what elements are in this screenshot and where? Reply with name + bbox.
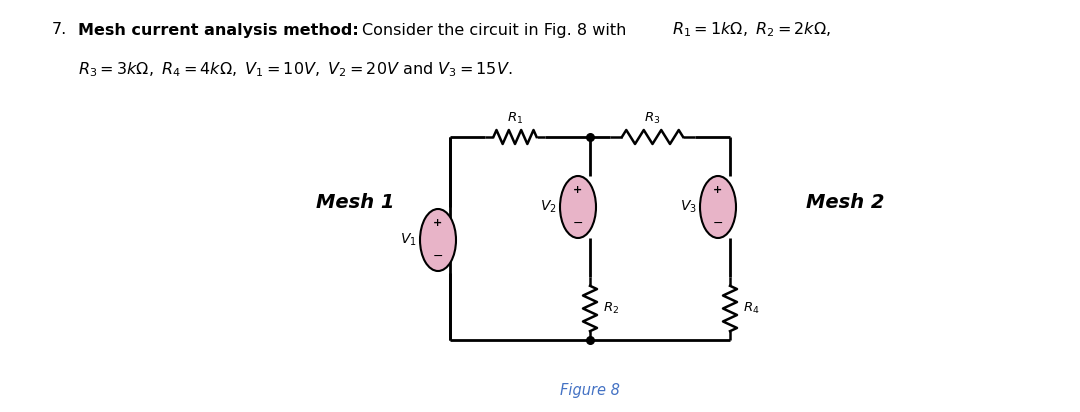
Text: $V_2$: $V_2$	[540, 199, 556, 215]
Ellipse shape	[700, 176, 735, 238]
Text: Figure 8: Figure 8	[561, 382, 620, 398]
Text: Consider the circuit in Fig. 8 with: Consider the circuit in Fig. 8 with	[362, 23, 626, 37]
Text: Mesh 1: Mesh 1	[315, 192, 394, 211]
Text: −: −	[572, 217, 583, 230]
Text: $R_3 = 3k\Omega,\ R_4 = 4k\Omega,\ V_1 = 10V,\ V_2 = 20V\ \mathrm{and}\ V_3 = 15: $R_3 = 3k\Omega,\ R_4 = 4k\Omega,\ V_1 =…	[78, 61, 513, 80]
Ellipse shape	[561, 176, 596, 238]
Point	[581, 134, 598, 140]
Text: +: +	[573, 185, 582, 195]
Text: $R_2$: $R_2$	[603, 301, 619, 316]
Text: −: −	[433, 250, 443, 263]
Text: $R_4$: $R_4$	[743, 301, 759, 316]
Text: Mesh current analysis method:: Mesh current analysis method:	[78, 23, 359, 37]
Text: +: +	[433, 218, 443, 228]
Text: +: +	[714, 185, 723, 195]
Text: Mesh 2: Mesh 2	[806, 192, 885, 211]
Text: 7.: 7.	[52, 23, 67, 37]
Ellipse shape	[420, 209, 456, 271]
Text: $R_1 = 1k\Omega,\ R_2 = 2k\Omega,$: $R_1 = 1k\Omega,\ R_2 = 2k\Omega,$	[672, 21, 831, 40]
Text: $V_3$: $V_3$	[679, 199, 697, 215]
Text: $R_1$: $R_1$	[507, 111, 523, 126]
Text: $R_3$: $R_3$	[645, 111, 661, 126]
Text: $V_1$: $V_1$	[400, 232, 417, 248]
Point	[581, 337, 598, 343]
Text: −: −	[713, 217, 724, 230]
